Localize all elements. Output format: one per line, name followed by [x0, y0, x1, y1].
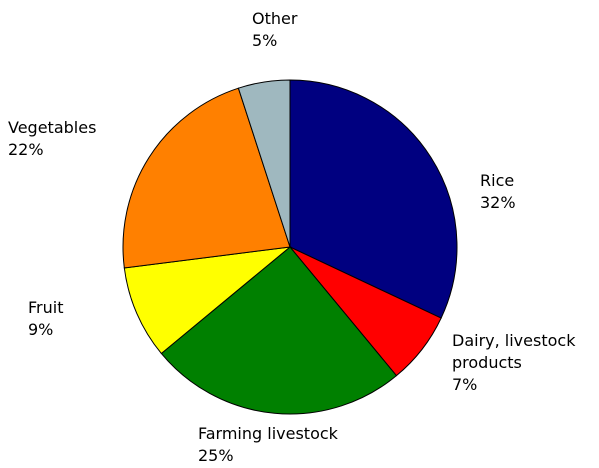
slice-label: Farming livestock 25% — [198, 423, 338, 467]
pie-slice — [123, 246, 292, 355]
category-label: Farming livestock — [198, 424, 338, 443]
pie-slice — [289, 79, 458, 319]
value-label: 9% — [28, 320, 54, 339]
value-label: 22% — [8, 140, 44, 159]
value-label: 32% — [480, 193, 516, 212]
category-label: Fruit — [28, 298, 64, 317]
category-label: Dairy, livestock products — [452, 331, 576, 372]
slice-label: Rice 32% — [480, 170, 516, 214]
category-label: Vegetables — [8, 118, 97, 137]
category-label: Rice — [480, 171, 515, 190]
category-label: Other — [252, 9, 298, 28]
slice-label: Fruit 9% — [28, 297, 63, 341]
value-label: 7% — [452, 375, 478, 394]
pie-slice — [160, 246, 398, 415]
value-label: 25% — [198, 446, 234, 465]
value-label: 5% — [252, 31, 278, 50]
slice-label: Dairy, livestock products 7% — [452, 330, 592, 396]
pie-slice — [237, 79, 291, 248]
slice-label: Vegetables 22% — [8, 117, 96, 161]
pie-slice — [122, 87, 291, 269]
slice-label: Other 5% — [252, 8, 297, 52]
